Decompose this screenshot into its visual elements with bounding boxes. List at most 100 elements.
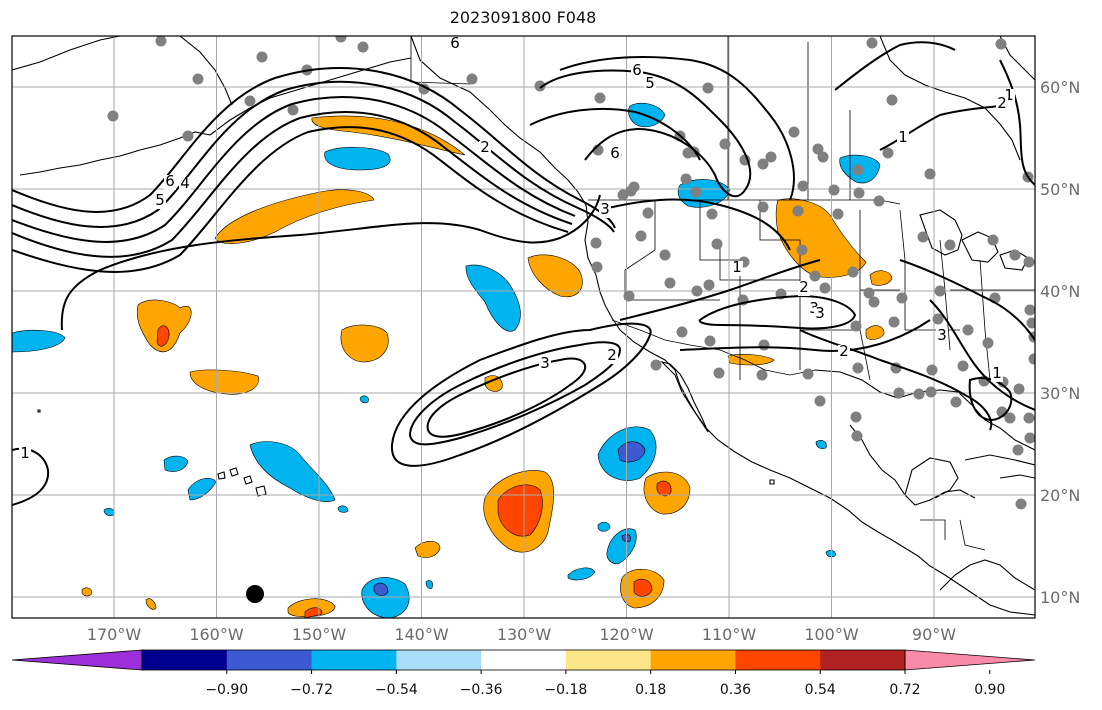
colorbar-tick-label: 0.90 [974,682,1005,698]
contour-label: 4 [180,174,190,192]
colorbar-tick-label: −0.54 [375,682,418,698]
station-dot [925,386,937,398]
shade-negative [337,505,349,513]
station-dot [107,110,119,122]
position-marker [246,585,264,603]
station-dot [711,238,723,250]
coastline [179,36,233,106]
station-dot [357,41,369,53]
coastline [964,454,1035,466]
station-dot [866,37,878,49]
contour-line [619,259,821,321]
contour-label: 3 [815,304,825,322]
island [217,471,226,480]
station-dot [256,51,268,63]
colorbar: −0.90 −0.72 −0.54 −0.36 −0.18 0.18 0.36 0.54 0.7… [11,649,1036,698]
station-dot [466,73,478,85]
station-dot [852,164,864,176]
shade-positive [145,598,157,610]
station-dot [659,249,671,261]
station-dot [819,282,831,294]
shade-negative [567,567,596,581]
border-canada-prov [727,36,851,200]
contour-label: 1 [898,128,908,146]
station-dot [962,324,974,336]
station-dot [756,369,768,381]
colorbar-segment [396,650,482,670]
station-dot [642,207,654,219]
contour-label-bg [599,203,611,218]
station-dot [817,151,829,163]
station-dot [1004,412,1016,424]
contour-line [529,107,701,161]
contour-labels: 6656654323211232311123 [19,36,1015,462]
station-dot [1026,317,1035,329]
station-dot [1023,256,1035,268]
contour-line [679,319,931,352]
station-dot [1024,304,1035,316]
contour-label-bg [164,175,176,190]
border-central-america [920,519,986,551]
station-dot [796,244,808,256]
shade-negative [361,577,410,618]
shade-negative [597,521,611,532]
coastline [879,36,1021,161]
contour-label: 1 [20,444,30,462]
contour-label-bg [154,194,166,209]
contour-line [12,80,615,233]
shade-positive [81,587,93,597]
station-dot [797,180,809,192]
shade-negative [324,147,391,171]
colorbar-tick-label: −0.36 [460,682,503,698]
shade-positive [633,578,653,597]
contour-label: 1 [1004,86,1014,104]
station-dot [863,287,875,299]
station-dot [1013,383,1025,395]
station-dot [155,36,167,47]
longitude-label: 110°W [702,625,757,644]
coastline [961,231,999,263]
shaded-field [12,103,893,618]
station-dot [635,230,647,242]
coastline [209,57,412,136]
station-dot [758,339,770,351]
station-dot [850,411,862,423]
shade-positive [865,325,885,340]
station-dot [814,395,826,407]
contour-label-bg [19,447,31,462]
contour-line [12,67,616,229]
station-dot [896,292,908,304]
station-dot [702,82,714,94]
station-dot [926,364,938,376]
station-dot [1023,412,1035,424]
shade-negative [425,580,433,589]
coastline [814,369,1035,451]
shade-positive [527,254,583,298]
station-dot [617,189,629,201]
contour-line [426,357,587,438]
contour-line [60,194,601,331]
coastline [19,149,141,176]
shade-positive [287,598,336,618]
contour-label: 6 [632,61,642,79]
station-dot [853,187,865,199]
colorbar-extend-max [904,649,1036,671]
shade-negative [617,441,646,463]
contour-line [12,111,573,258]
latitude-label: 50°N [1040,180,1080,199]
coastline [660,360,709,433]
contour-label-bg [449,37,461,52]
station-dot [847,266,859,278]
colorbar-segment [142,650,228,670]
contour-label: 2 [799,278,809,296]
shade-negative [12,329,66,353]
station-dot [924,168,936,180]
island [769,479,775,485]
station-dot [719,138,731,150]
station-dot [182,130,194,142]
station-dot [192,73,204,85]
station-dot [691,285,703,297]
colorbar-tick-label: 0.72 [889,682,920,698]
contour-label: 2 [607,346,617,364]
